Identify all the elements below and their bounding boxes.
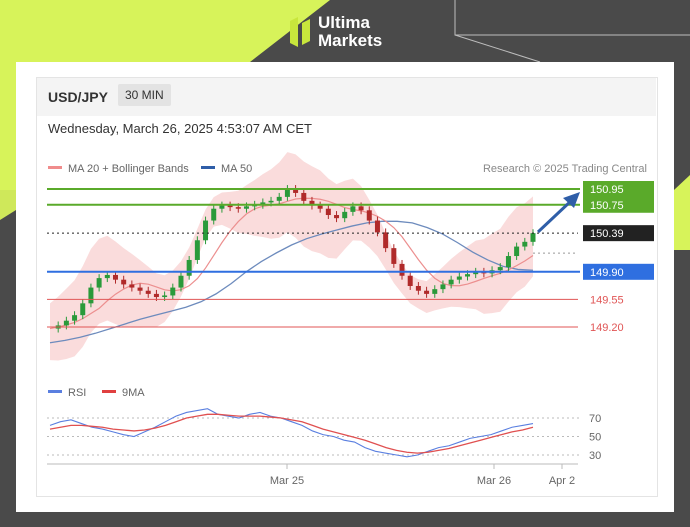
candle-body	[334, 215, 340, 219]
candle-body	[243, 206, 249, 209]
chart-datetime: Wednesday, March 26, 2025 4:53:07 AM CET	[48, 121, 312, 136]
candle-body	[424, 290, 430, 294]
candle-body	[309, 200, 315, 206]
research-credit: Research © 2025 Trading Central	[483, 163, 647, 175]
candle-body	[260, 202, 266, 205]
level-badge-150-95	[583, 181, 654, 197]
candle-body	[63, 320, 69, 326]
candle-body	[399, 263, 405, 276]
candle-body	[391, 248, 397, 264]
rsi-level-label: 30	[589, 450, 601, 462]
candle-body	[203, 220, 209, 241]
candle-body	[505, 256, 511, 268]
candle-body	[129, 284, 135, 288]
rsi-level-label: 70	[589, 413, 601, 425]
candle-body	[96, 278, 102, 288]
candle-body	[407, 275, 413, 286]
level-label-149-90: 149.90	[590, 267, 624, 279]
candle-body	[137, 287, 143, 291]
level-label-149-55: 149.55	[590, 294, 624, 306]
level-badge-150-75	[583, 196, 654, 213]
candle-body	[104, 274, 110, 279]
ma50-line	[49, 220, 534, 344]
pair-title: USD/JPY	[48, 89, 108, 105]
x-tick-label: Apr 2	[549, 475, 575, 487]
ma50-legend-swatch	[201, 166, 215, 169]
candle-body	[153, 293, 159, 298]
candle-body	[88, 287, 94, 304]
candle-body	[497, 267, 503, 271]
level-badge-150-39	[583, 225, 654, 242]
candle-body	[219, 205, 225, 209]
candle-body	[358, 206, 364, 211]
projection-arrow-icon	[536, 192, 580, 234]
candle-body	[473, 271, 479, 275]
candle-body	[235, 207, 241, 209]
candle-body	[80, 303, 86, 316]
ma9-legend-swatch	[102, 390, 116, 393]
candle-body	[268, 200, 274, 203]
candle-body	[432, 289, 438, 294]
level-badge-149-90	[583, 263, 654, 280]
level-label-150-75: 150.75	[590, 200, 624, 212]
brand-logo: Ultima Markets	[290, 14, 382, 50]
rsi-legend-label: RSI	[68, 387, 86, 399]
level-label-149-20: 149.20	[590, 322, 624, 334]
x-tick-label: Mar 25	[270, 475, 304, 487]
candle-body	[112, 274, 118, 280]
level-lines: 150.95 150.75 150.39 149.90 149.55 149.20	[47, 181, 654, 334]
candle-body	[350, 206, 356, 212]
candle-body	[227, 205, 233, 208]
ma20-legend-swatch	[48, 166, 62, 169]
rsi-line	[49, 408, 534, 458]
rsi-plot: 70 50 30	[47, 408, 601, 462]
candle-body	[448, 279, 454, 285]
candle-body	[415, 285, 421, 291]
ma20-legend-label: MA 20 + Bollinger Bands	[68, 163, 189, 175]
x-axis-ticks: Mar 25 Mar 26 Apr 2	[270, 464, 575, 487]
candle-body	[530, 233, 536, 242]
rsi-ma9-line	[49, 413, 534, 454]
candle-body	[145, 290, 151, 294]
candle-body	[301, 192, 307, 201]
candle-body	[276, 196, 282, 201]
x-tick-label: Mar 26	[477, 475, 511, 487]
ma50-legend-label: MA 50	[221, 163, 252, 175]
candle-body	[465, 274, 471, 277]
level-label-150-39: 150.39	[590, 228, 624, 240]
rsi-legend-swatch	[48, 390, 62, 393]
candle-body	[325, 208, 331, 216]
candle-body	[514, 246, 520, 257]
bollinger-band-area	[50, 152, 533, 361]
candle-body	[317, 205, 323, 209]
price-plot	[49, 152, 578, 361]
candle-body	[170, 287, 176, 296]
candle-body	[72, 315, 78, 321]
candle-body	[194, 240, 200, 260]
candle-body	[383, 232, 389, 249]
candle-body	[178, 275, 184, 288]
candle-body	[162, 295, 168, 298]
brand-name-line1: Ultima	[318, 13, 370, 32]
candle-body	[284, 189, 290, 197]
logo-mark-icon	[290, 17, 310, 47]
candle-body	[293, 189, 299, 193]
rsi-level-label: 50	[589, 432, 601, 444]
level-label-150-95: 150.95	[590, 184, 624, 196]
candle-body	[186, 259, 192, 276]
candle-body	[342, 211, 348, 219]
candle-body	[456, 276, 462, 280]
candle-body	[440, 284, 446, 290]
brand-name-line2: Markets	[318, 31, 383, 50]
ma9-legend-label: 9MA	[122, 387, 145, 399]
candle-body	[211, 208, 217, 221]
candle-body	[121, 279, 127, 285]
candle-body	[366, 210, 372, 221]
candle-body	[522, 241, 528, 247]
timeframe-badge[interactable]: 30 MIN	[118, 84, 171, 106]
candle-body	[374, 220, 380, 233]
